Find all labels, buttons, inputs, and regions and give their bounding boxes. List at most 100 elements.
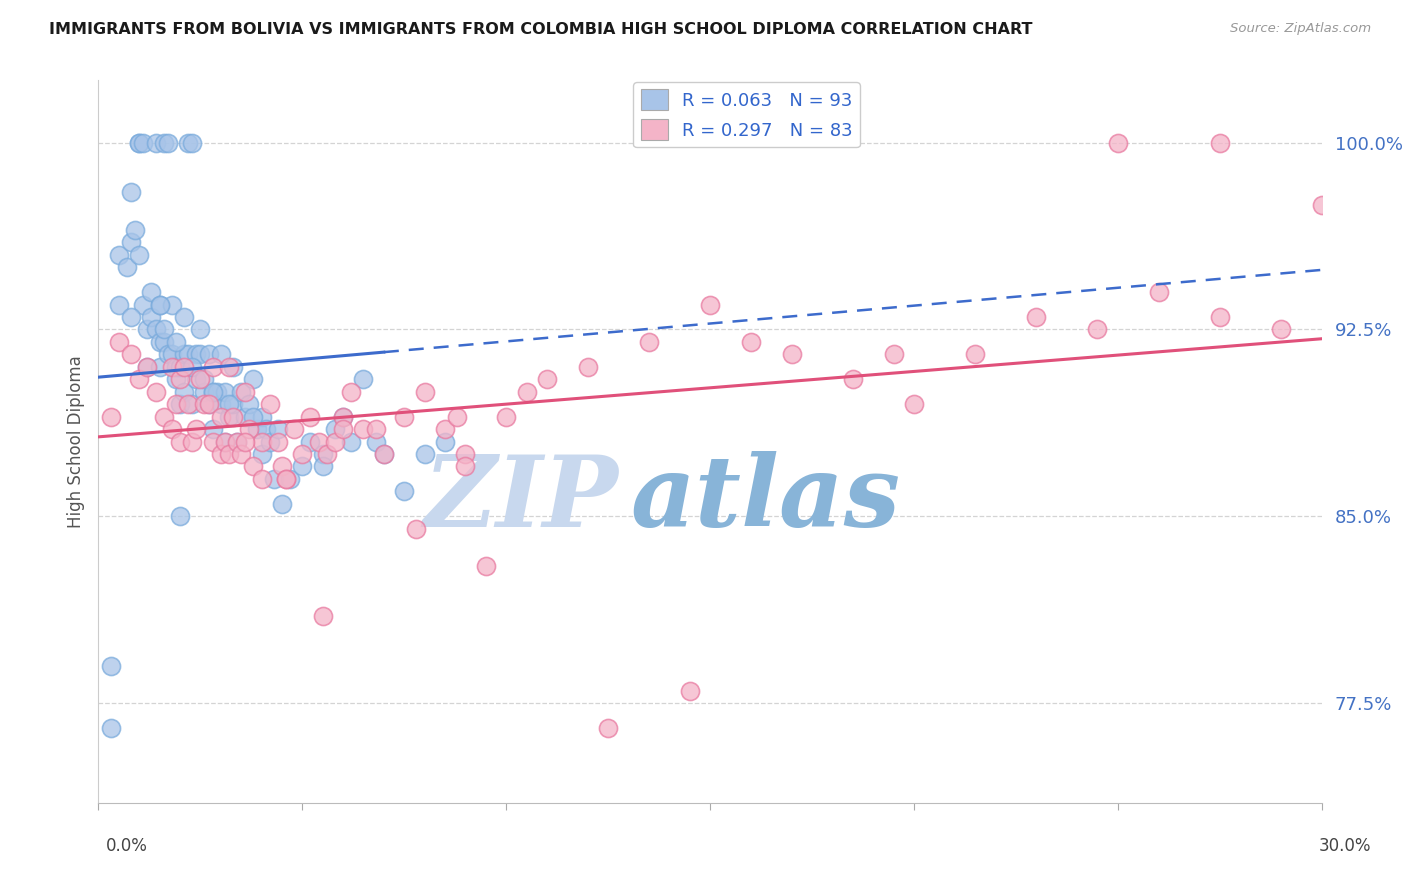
Point [233,409,256,424]
Text: ZIP: ZIP [423,451,619,548]
Point [177,347,200,361]
Point [136,322,159,336]
Point [373,447,395,461]
Point [165,397,187,411]
Point [209,347,232,361]
Point [160,297,183,311]
Point [1270,322,1292,336]
Point [201,359,224,374]
Point [156,347,179,361]
Point [699,297,721,311]
Point [312,447,335,461]
Point [156,136,179,150]
Point [160,422,183,436]
Point [209,409,232,424]
Point [270,459,294,474]
Point [214,434,236,449]
Point [209,447,232,461]
Point [274,472,297,486]
Point [242,459,264,474]
Point [218,397,240,411]
Point [222,359,245,374]
Point [1107,136,1129,150]
Point [124,223,146,237]
Point [536,372,558,386]
Point [169,434,191,449]
Point [169,397,191,411]
Point [222,397,245,411]
Point [193,397,215,411]
Point [332,409,354,424]
Point [120,347,142,361]
Point [136,359,159,374]
Point [120,235,142,250]
Point [283,422,305,436]
Point [332,409,354,424]
Point [205,384,228,399]
Point [141,310,163,324]
Point [181,359,204,374]
Point [149,297,172,311]
Point [141,285,163,299]
Point [231,384,253,399]
Point [883,347,905,361]
Text: IMMIGRANTS FROM BOLIVIA VS IMMIGRANTS FROM COLOMBIA HIGH SCHOOL DIPLOMA CORRELAT: IMMIGRANTS FROM BOLIVIA VS IMMIGRANTS FR… [49,22,1033,37]
Point [312,609,335,624]
Point [181,434,204,449]
Point [308,434,330,449]
Point [188,347,212,361]
Point [238,397,260,411]
Point [152,334,174,349]
Point [226,434,249,449]
Text: 0.0%: 0.0% [105,837,148,855]
Point [413,447,436,461]
Point [405,522,427,536]
Point [233,384,256,399]
Point [259,434,281,449]
Point [115,260,138,274]
Point [214,434,236,449]
Point [637,334,661,349]
Point [201,422,224,436]
Point [312,459,335,474]
Point [1208,136,1232,150]
Point [173,384,195,399]
Point [193,384,215,399]
Text: 30.0%: 30.0% [1319,837,1371,855]
Point [263,472,285,486]
Point [278,472,301,486]
Point [413,384,436,399]
Point [120,186,142,200]
Point [246,422,269,436]
Point [352,422,374,436]
Point [128,136,150,150]
Point [364,422,387,436]
Point [274,472,297,486]
Point [160,359,183,374]
Point [323,434,346,449]
Point [1025,310,1047,324]
Point [299,434,322,449]
Point [149,297,172,311]
Point [201,434,224,449]
Point [267,434,290,449]
Point [188,322,212,336]
Point [181,136,204,150]
Point [254,422,277,436]
Point [100,409,122,424]
Point [340,384,363,399]
Point [152,409,174,424]
Point [149,359,172,374]
Point [108,248,131,262]
Text: atlas: atlas [630,451,900,548]
Point [152,322,174,336]
Point [186,422,208,436]
Point [596,721,619,735]
Point [373,447,395,461]
Point [177,136,200,150]
Point [1208,310,1232,324]
Point [516,384,538,399]
Point [193,372,215,386]
Point [173,359,195,374]
Point [841,372,863,386]
